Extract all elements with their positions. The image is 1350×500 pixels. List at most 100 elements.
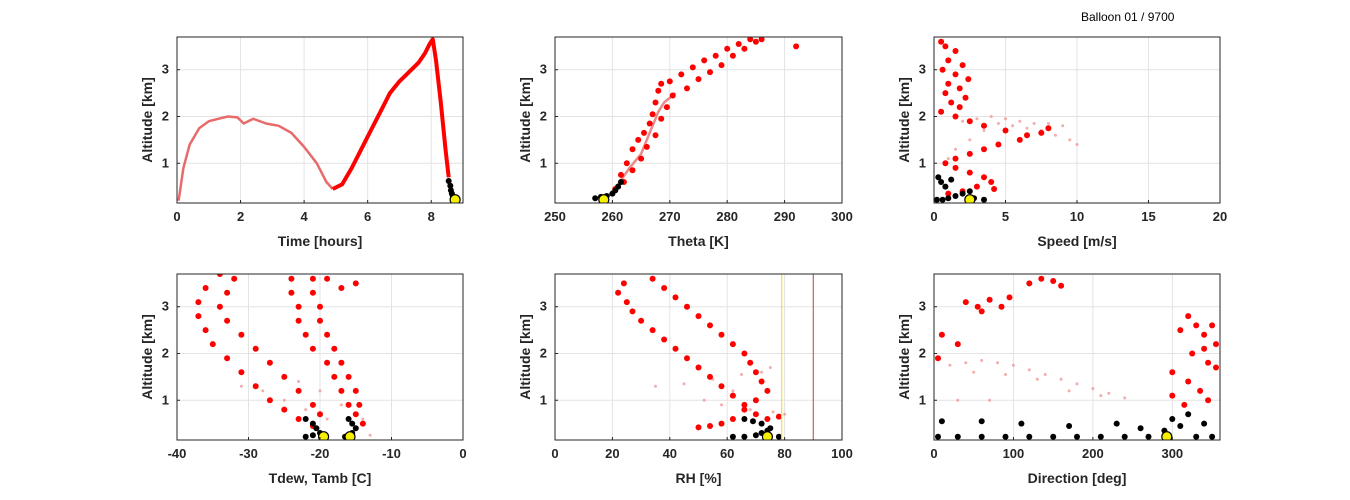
y-axis-label: Altitude [km]	[517, 314, 533, 400]
x-tick-label: 0	[459, 446, 466, 461]
data-point	[1177, 327, 1184, 334]
data-point	[1054, 133, 1057, 137]
data-point	[989, 115, 993, 118]
data-point	[592, 195, 599, 202]
data-point	[1193, 433, 1200, 440]
data-point	[942, 183, 949, 190]
data-point	[302, 416, 309, 422]
x-tick-label: 6	[364, 209, 371, 224]
data-point	[750, 418, 756, 425]
data-point	[317, 411, 323, 418]
x-tick-label: -30	[239, 446, 258, 461]
data-point	[1038, 275, 1045, 282]
x-tick-label: 0	[930, 446, 937, 461]
data-point	[661, 285, 668, 291]
data-point	[238, 331, 245, 338]
data-point	[338, 387, 345, 394]
data-point	[629, 308, 636, 315]
data-point	[1032, 122, 1036, 125]
data-point	[195, 299, 202, 306]
y-tick-label: 2	[162, 108, 169, 123]
data-point	[764, 387, 771, 394]
x-tick-label: 250	[544, 209, 566, 224]
x-tick-label: 200	[1082, 446, 1104, 461]
y-tick-label: 1	[162, 392, 169, 407]
data-point	[195, 313, 202, 320]
data-point	[1006, 294, 1013, 301]
data-point	[747, 359, 754, 366]
data-point	[324, 359, 331, 366]
x-tick-label: 270	[659, 209, 681, 224]
y-tick-label: 2	[162, 345, 169, 360]
data-point	[1213, 341, 1219, 348]
data-point	[345, 373, 352, 380]
data-point	[638, 317, 645, 324]
y-tick-label: 3	[540, 62, 547, 77]
data-point	[995, 141, 1002, 148]
data-point	[618, 171, 624, 178]
data-point	[935, 433, 941, 440]
data-point	[672, 345, 679, 352]
x-tick-label: 40	[663, 446, 677, 461]
y-tick-label: 3	[919, 299, 926, 314]
data-point	[1067, 389, 1071, 393]
x-tick-label: 260	[602, 209, 624, 224]
data-point	[1002, 433, 1009, 440]
data-point	[741, 350, 748, 357]
current-position-marker	[761, 431, 773, 440]
data-point	[1201, 331, 1208, 338]
data-point	[729, 341, 736, 348]
data-point	[1011, 363, 1015, 367]
data-point	[295, 303, 302, 310]
data-point	[986, 296, 993, 303]
data-point	[1177, 423, 1184, 429]
data-point	[707, 69, 713, 76]
data-point	[952, 71, 959, 78]
data-point	[216, 274, 223, 277]
data-point	[954, 341, 961, 348]
data-point	[934, 196, 940, 203]
data-point	[938, 179, 945, 185]
data-point	[309, 275, 316, 282]
data-point	[331, 345, 338, 352]
series-line	[331, 37, 451, 191]
data-point	[945, 190, 952, 197]
x-tick-label: -10	[382, 446, 401, 461]
y-tick-label: 2	[540, 108, 547, 123]
data-point	[954, 147, 957, 151]
data-point	[224, 289, 231, 296]
x-tick-label: 280	[716, 209, 738, 224]
x-tick-label: -40	[168, 446, 187, 461]
data-point	[649, 275, 656, 282]
data-point	[658, 115, 665, 122]
data-point	[996, 361, 1000, 365]
data-point	[964, 361, 968, 365]
data-point	[946, 157, 950, 161]
data-point	[209, 341, 216, 348]
y-axis-label: Altitude [km]	[139, 314, 155, 400]
data-point	[1068, 138, 1072, 142]
data-point	[1201, 420, 1208, 427]
data-point	[1213, 364, 1219, 371]
data-point	[981, 122, 987, 129]
data-point	[309, 289, 316, 296]
data-point	[663, 104, 670, 111]
data-point	[724, 45, 731, 52]
x-tick-label: 4	[300, 209, 308, 224]
y-tick-label: 1	[540, 392, 547, 407]
data-point	[649, 111, 656, 118]
data-point	[961, 119, 965, 123]
data-point	[752, 432, 759, 439]
data-point	[1038, 129, 1045, 136]
data-point	[948, 176, 955, 183]
data-point	[646, 120, 653, 127]
data-point	[712, 52, 719, 59]
data-point	[945, 80, 952, 87]
data-point	[1075, 143, 1079, 146]
data-point	[1025, 126, 1029, 130]
data-point	[684, 355, 690, 362]
data-layer	[195, 274, 372, 440]
data-point	[962, 94, 969, 101]
series-line	[177, 115, 334, 201]
data-point	[324, 275, 331, 282]
